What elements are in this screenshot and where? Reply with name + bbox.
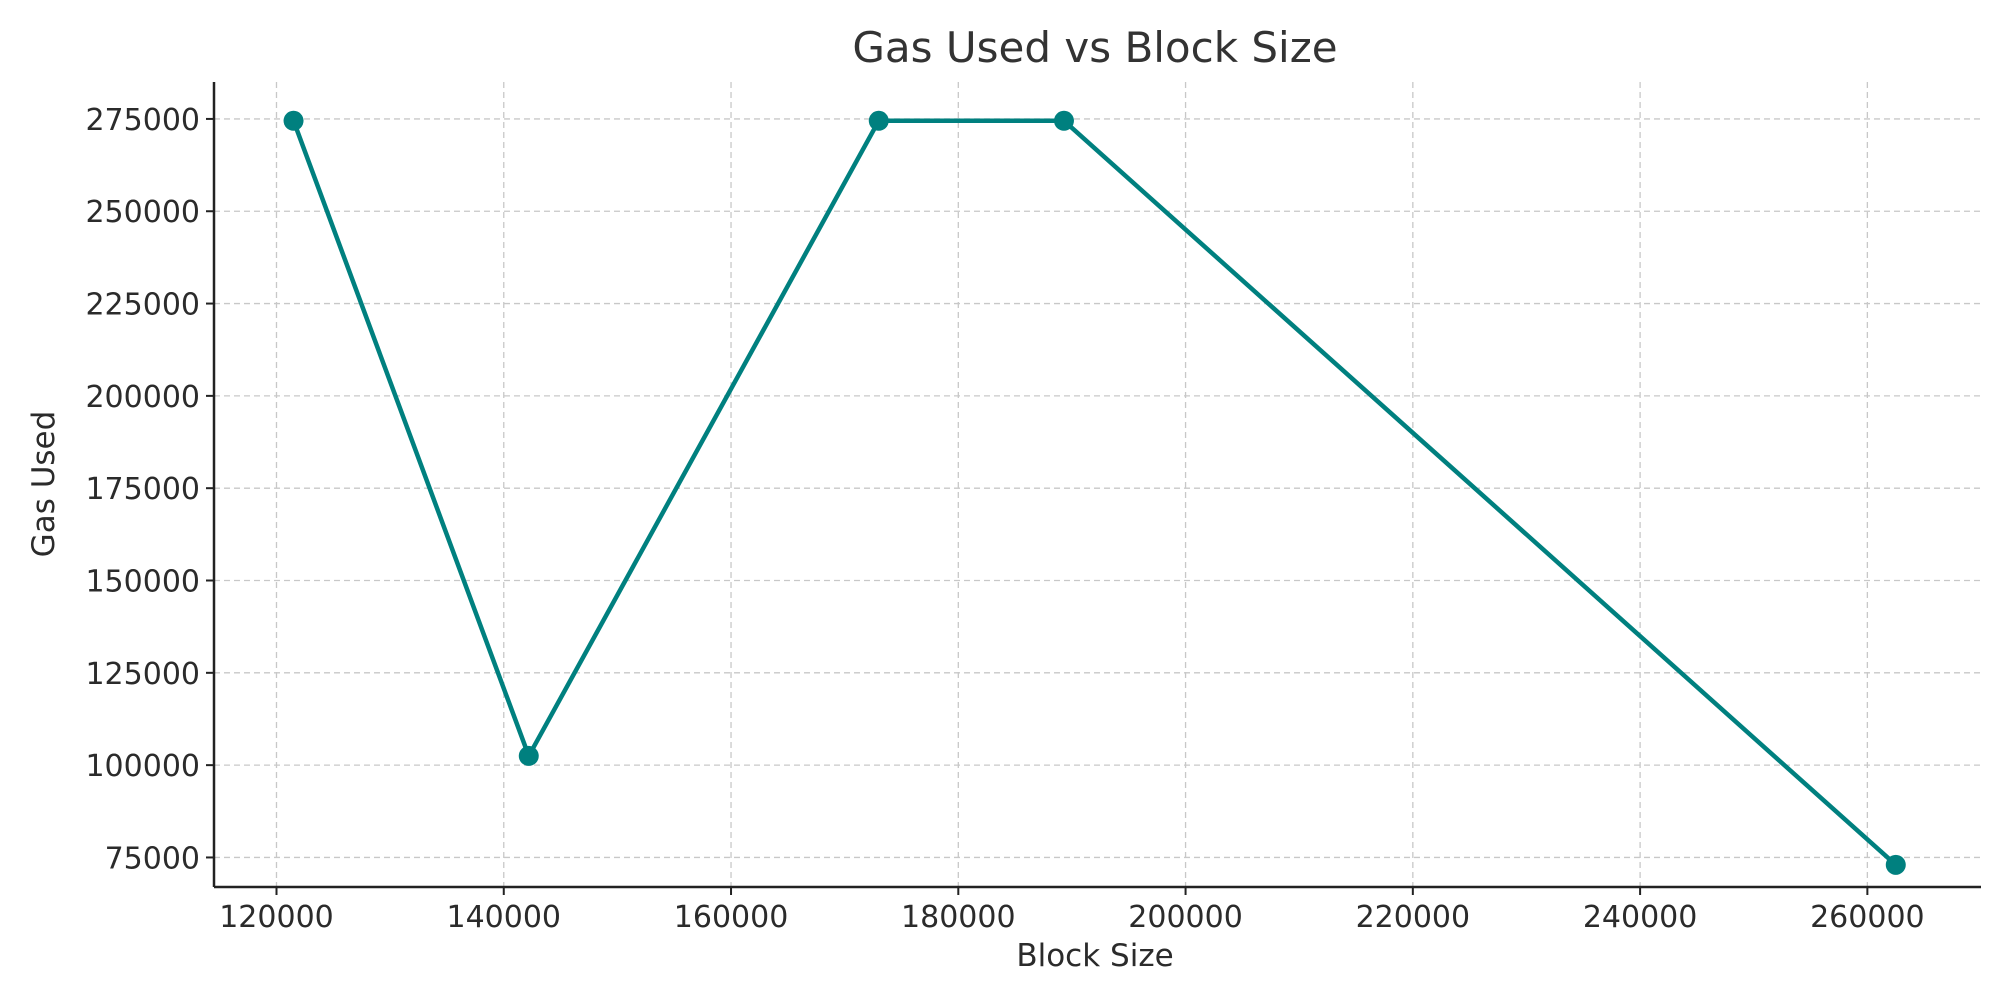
x-tick-label: 140000 [446, 900, 561, 935]
x-axis-ticks: 120000 140000 160000 180000 200000 220000 2400… [219, 887, 1925, 935]
y-axis-ticks: 75000 100000 125000 150000 175000 200000 22500… [85, 103, 214, 876]
y-axis-title: Gas Used [26, 411, 62, 558]
x-tick-label: 120000 [219, 900, 334, 935]
series-layer [283, 110, 1906, 875]
y-tick-label: 175000 [85, 472, 200, 507]
axes [212, 82, 1981, 889]
data-point [868, 110, 889, 131]
series-0 [283, 110, 1906, 875]
chart-title: Gas Used vs Block Size [852, 23, 1337, 72]
y-tick-label: 275000 [85, 103, 200, 138]
x-tick-label: 220000 [1356, 900, 1471, 935]
grid [214, 82, 1981, 887]
x-tick-label: 160000 [674, 900, 789, 935]
x-tick-label: 260000 [1810, 900, 1925, 935]
x-tick-label: 200000 [1128, 900, 1243, 935]
data-point [518, 745, 539, 766]
y-tick-label: 150000 [85, 565, 200, 600]
x-tick-label: 180000 [901, 900, 1016, 935]
y-tick-label: 75000 [105, 841, 200, 876]
x-tick-label: 240000 [1583, 900, 1698, 935]
data-point [1885, 854, 1906, 875]
data-point [1053, 110, 1074, 131]
x-axis-title: Block Size [1016, 938, 1173, 974]
y-tick-label: 225000 [85, 288, 200, 323]
y-tick-label: 250000 [85, 195, 200, 230]
y-tick-label: 100000 [85, 749, 200, 784]
data-point [283, 110, 304, 131]
y-tick-label: 125000 [85, 657, 200, 692]
y-tick-label: 200000 [85, 380, 200, 415]
